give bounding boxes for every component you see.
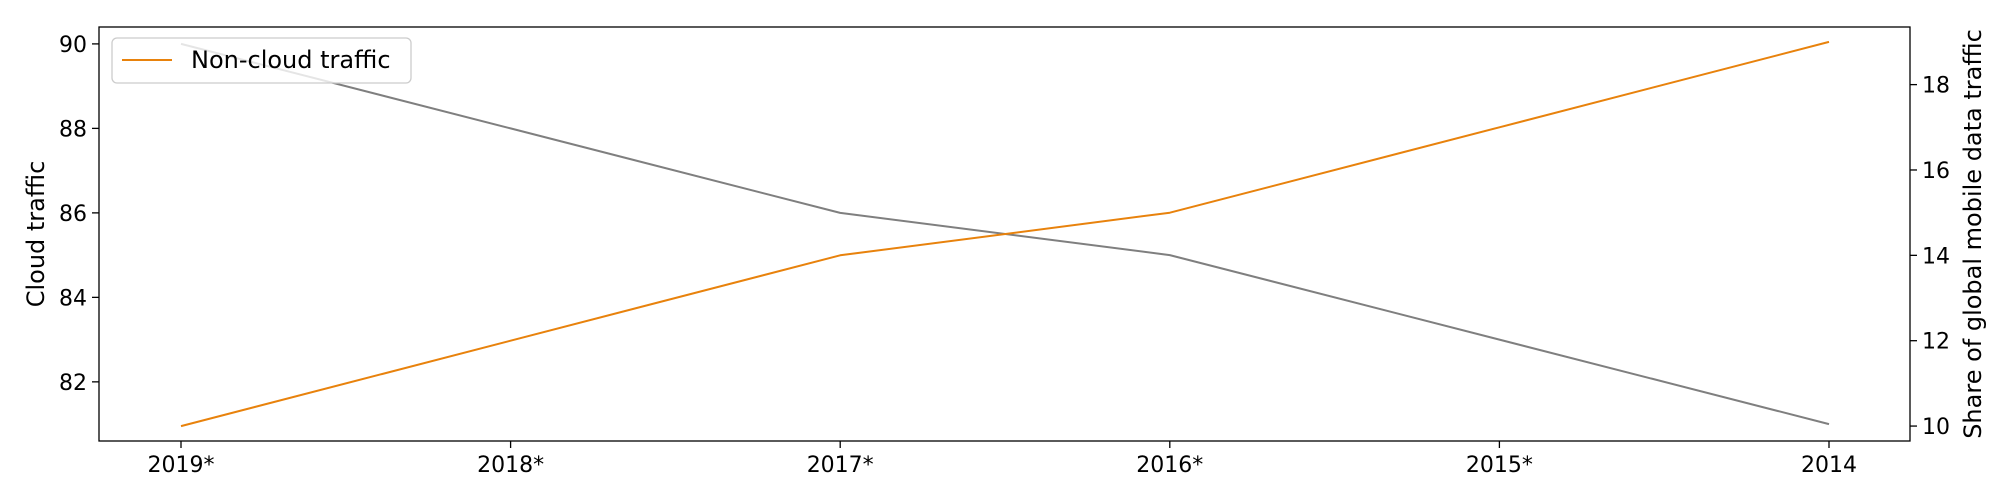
y-axis-title: Cloud traffic — [22, 161, 50, 308]
data-point — [180, 425, 182, 427]
data-point — [839, 254, 841, 256]
x-tick-label: 2017* — [807, 453, 874, 478]
data-point — [1828, 423, 1830, 425]
y2-tick-label: 14 — [1922, 244, 1950, 269]
data-point — [1828, 41, 1830, 43]
data-point — [839, 212, 841, 214]
data-point — [1498, 339, 1500, 341]
data-point — [510, 127, 512, 129]
legend: Non-cloud traffic — [112, 38, 411, 83]
series-line-non-cloud — [181, 42, 1829, 426]
y-tick-label: 86 — [59, 202, 87, 227]
y-tick-label: 88 — [59, 117, 87, 142]
x-tick-label: 2018* — [477, 453, 544, 478]
legend-label: Non-cloud traffic — [191, 46, 391, 74]
x-tick-label: 2019* — [148, 453, 215, 478]
ticks-layer: 2019* 2018* 2017* 2016* 2015* 2014 82 84 86 88 90 1… — [59, 33, 1950, 478]
x-tick-label: 2015* — [1466, 453, 1533, 478]
y2-tick-label: 10 — [1922, 415, 1950, 440]
x-tick-label: 2014 — [1801, 453, 1857, 478]
data-point — [1498, 126, 1500, 128]
data-point — [510, 340, 512, 342]
y2-tick-label: 18 — [1922, 74, 1950, 99]
y-tick-label: 82 — [59, 371, 87, 396]
y-tick-label: 90 — [59, 33, 87, 58]
y2-tick-label: 16 — [1922, 159, 1950, 184]
y2-axis-title: Share of global mobile data traffic — [1959, 29, 1987, 439]
x-tick-label: 2016* — [1136, 453, 1203, 478]
series-layer — [180, 41, 1830, 427]
data-point — [1169, 254, 1171, 256]
y-tick-label: 84 — [59, 286, 87, 311]
data-point — [1169, 212, 1171, 214]
y2-tick-label: 12 — [1922, 330, 1950, 355]
